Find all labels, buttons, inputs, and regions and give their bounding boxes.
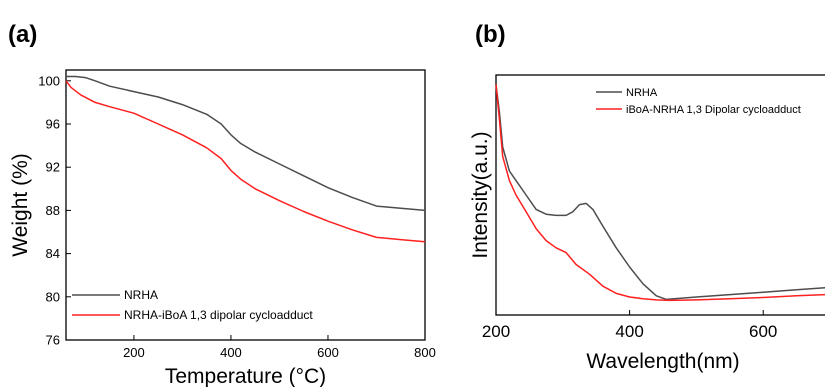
panel-b-label: (b) bbox=[475, 21, 506, 48]
x-tick-label: 600 bbox=[749, 322, 777, 341]
panel-a-series bbox=[65, 75, 426, 243]
panel-b-x-axis-label: Wavelength(nm) bbox=[586, 350, 739, 373]
series-line-1 bbox=[66, 75, 426, 212]
x-tick-label: 800 bbox=[414, 345, 436, 360]
y-tick-label: 100 bbox=[38, 73, 60, 88]
panel-a-legend: NRHA NRHA-iBoA 1,3 dipolar cycloadduct bbox=[72, 288, 313, 322]
x-tick-label: 400 bbox=[615, 322, 643, 341]
x-tick-label: 600 bbox=[317, 345, 339, 360]
panel-b-legend: NRHA iBoA-NRHA 1,3 Dipolar cycloadduct bbox=[596, 87, 801, 116]
legend-label-2: NRHA-iBoA 1,3 dipolar cycloadduct bbox=[124, 308, 313, 322]
legend-label-2: iBoA-NRHA 1,3 Dipolar cycloadduct bbox=[626, 104, 801, 116]
y-tick-label: 76 bbox=[46, 333, 60, 348]
panel-a-y-axis-label: Weight (%) bbox=[9, 153, 32, 256]
series-line-1 bbox=[495, 84, 825, 301]
panel-a-ticks: 200 400 600 800 76 80 84 88 92 96 100 bbox=[38, 73, 436, 360]
y-tick-label: 96 bbox=[46, 117, 60, 132]
legend-label-1: NRHA bbox=[626, 87, 658, 99]
legend-label-1: NRHA bbox=[124, 288, 158, 302]
panel-b-plot-frame bbox=[495, 74, 825, 316]
series-line-2 bbox=[495, 84, 825, 302]
panel-a-label: (a) bbox=[8, 21, 37, 48]
x-tick-label: 200 bbox=[123, 345, 145, 360]
panel-b-uv-chart: (b) 200 400 600 NRHA iBoA-NRHA 1,3 Dipolar … bbox=[469, 21, 825, 373]
panel-b-series bbox=[495, 84, 825, 302]
series-line-2 bbox=[65, 80, 426, 243]
panel-a-plot-frame bbox=[65, 69, 426, 341]
y-tick-label: 92 bbox=[46, 160, 60, 175]
panel-b-y-axis-label: Intensity(a.u.) bbox=[469, 131, 492, 258]
x-tick-label: 400 bbox=[220, 345, 242, 360]
panel-b-ticks: 200 400 600 bbox=[482, 310, 777, 341]
y-tick-label: 84 bbox=[46, 246, 60, 261]
y-tick-label: 88 bbox=[46, 203, 60, 218]
panel-a-x-axis-label: Temperature (°C) bbox=[165, 365, 326, 387]
x-tick-label: 200 bbox=[482, 322, 510, 341]
y-tick-label: 80 bbox=[46, 289, 60, 304]
